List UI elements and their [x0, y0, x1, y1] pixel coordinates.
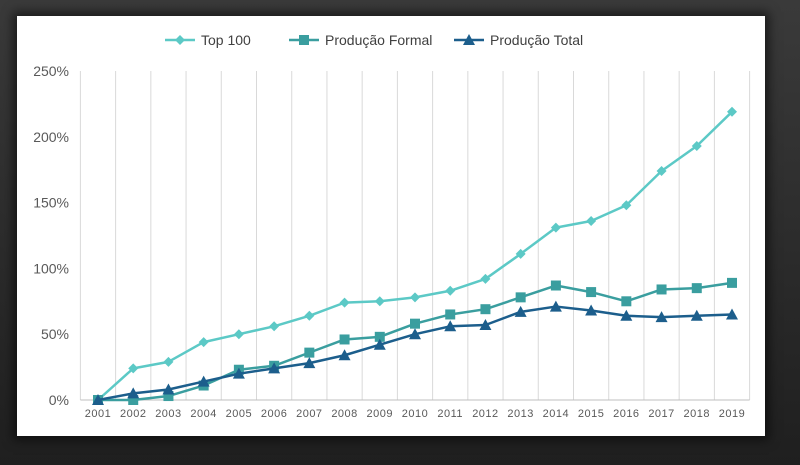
data-point: [445, 309, 456, 320]
x-tick-label: 2001: [85, 408, 111, 420]
legend-label: Produção Formal: [325, 32, 432, 48]
legend-item: Produção Formal: [289, 32, 432, 48]
x-axis-tick-labels: 2001 2002 2003 2004 2005 2006 2007 2008 2009 2010…: [85, 408, 745, 420]
x-tick-label: 2004: [190, 408, 216, 420]
x-tick-label: 2015: [578, 408, 604, 420]
data-point: [479, 318, 492, 330]
data-point: [374, 331, 385, 342]
line-chart: 0%50%100%150%200%250% 2001 2002 2003 2004 20…: [33, 32, 751, 420]
x-tick-label: 2006: [261, 408, 287, 420]
data-point: [727, 106, 737, 117]
data-point: [445, 285, 456, 296]
legend-label: Top 100: [201, 32, 251, 48]
data-point: [269, 321, 280, 332]
x-tick-label: 2017: [648, 408, 674, 420]
data-point: [550, 280, 561, 291]
data-point: [515, 248, 526, 259]
data-point: [374, 296, 385, 307]
data-point: [409, 328, 421, 340]
legend-marker: [463, 34, 475, 45]
legend-item: Top 100: [165, 32, 251, 48]
data-point: [127, 387, 140, 399]
data-point: [232, 367, 245, 379]
legend: Top 100 Produção Formal Produção Total: [165, 32, 583, 48]
legend-label: Produção Total: [490, 32, 583, 48]
legend-marker: [299, 35, 309, 45]
data-point: [198, 337, 209, 348]
data-point: [197, 375, 210, 387]
data-point: [726, 308, 738, 320]
x-tick-label: 2012: [472, 408, 498, 420]
data-point: [691, 283, 702, 294]
data-point: [514, 305, 527, 317]
data-point: [550, 222, 561, 233]
x-tick-label: 2016: [613, 408, 639, 420]
series-line: [97, 110, 733, 401]
series-produ-o-total: [92, 300, 738, 405]
data-point: [92, 394, 104, 405]
data-point: [304, 310, 315, 321]
x-tick-label: 2010: [402, 408, 428, 420]
data-point: [410, 292, 420, 303]
data-point: [655, 311, 668, 323]
data-point: [233, 329, 244, 340]
x-tick-label: 2002: [120, 408, 146, 420]
data-point: [163, 356, 174, 367]
data-point: [339, 334, 350, 345]
data-point: [656, 166, 667, 177]
series-top-100: [93, 106, 737, 405]
x-tick-label: 2007: [296, 408, 322, 420]
data-point: [162, 383, 175, 395]
vertical-gridlines: [79, 71, 751, 400]
data-point: [128, 395, 139, 405]
data-point: [620, 309, 633, 321]
x-tick-label: 2008: [331, 408, 357, 420]
data-point: [515, 292, 526, 303]
data-point: [690, 309, 703, 321]
x-tick-label: 2018: [684, 408, 710, 420]
y-tick-label: 200%: [33, 129, 69, 145]
data-point: [621, 296, 632, 307]
chart-panel: 0% 50% 100% 150% 200% 250% 2001 2002 2003 2004 20…: [17, 16, 765, 436]
x-tick-label: 2011: [437, 408, 463, 420]
x-tick-label: 2014: [543, 408, 569, 420]
y-tick-label: 0%: [49, 392, 69, 408]
data-point: [339, 297, 350, 308]
data-point: [480, 273, 491, 284]
series-lines: [92, 106, 738, 405]
data-point: [338, 349, 351, 361]
y-tick-label: 100%: [33, 260, 69, 276]
data-point: [586, 216, 597, 227]
y-tick-label: 150%: [33, 195, 69, 211]
y-tick-label: 250%: [33, 63, 69, 79]
y-axis-tick-labels: 0% 50% 100% 150% 200% 250%: [33, 63, 69, 408]
data-point: [549, 300, 562, 312]
x-tick-label: 2013: [507, 408, 533, 420]
x-tick-label: 2009: [367, 408, 393, 420]
data-point: [303, 357, 316, 369]
x-tick-label: 2003: [155, 408, 181, 420]
y-tick-label: 50%: [41, 326, 69, 342]
x-tick-label: 2005: [226, 408, 252, 420]
data-point: [586, 287, 597, 298]
data-point: [304, 347, 315, 358]
legend-marker: [175, 35, 185, 45]
data-point: [656, 284, 667, 295]
data-point: [410, 318, 420, 329]
data-point: [480, 304, 491, 315]
data-point: [373, 338, 386, 350]
legend-item: Produção Total: [454, 32, 583, 48]
data-point: [621, 200, 632, 211]
data-point: [444, 320, 457, 332]
x-tick-label: 2019: [719, 408, 745, 420]
data-point: [268, 362, 281, 374]
data-point: [163, 391, 174, 402]
data-point: [727, 277, 737, 288]
data-point: [585, 304, 598, 316]
data-point: [128, 363, 139, 374]
data-point: [691, 141, 702, 152]
